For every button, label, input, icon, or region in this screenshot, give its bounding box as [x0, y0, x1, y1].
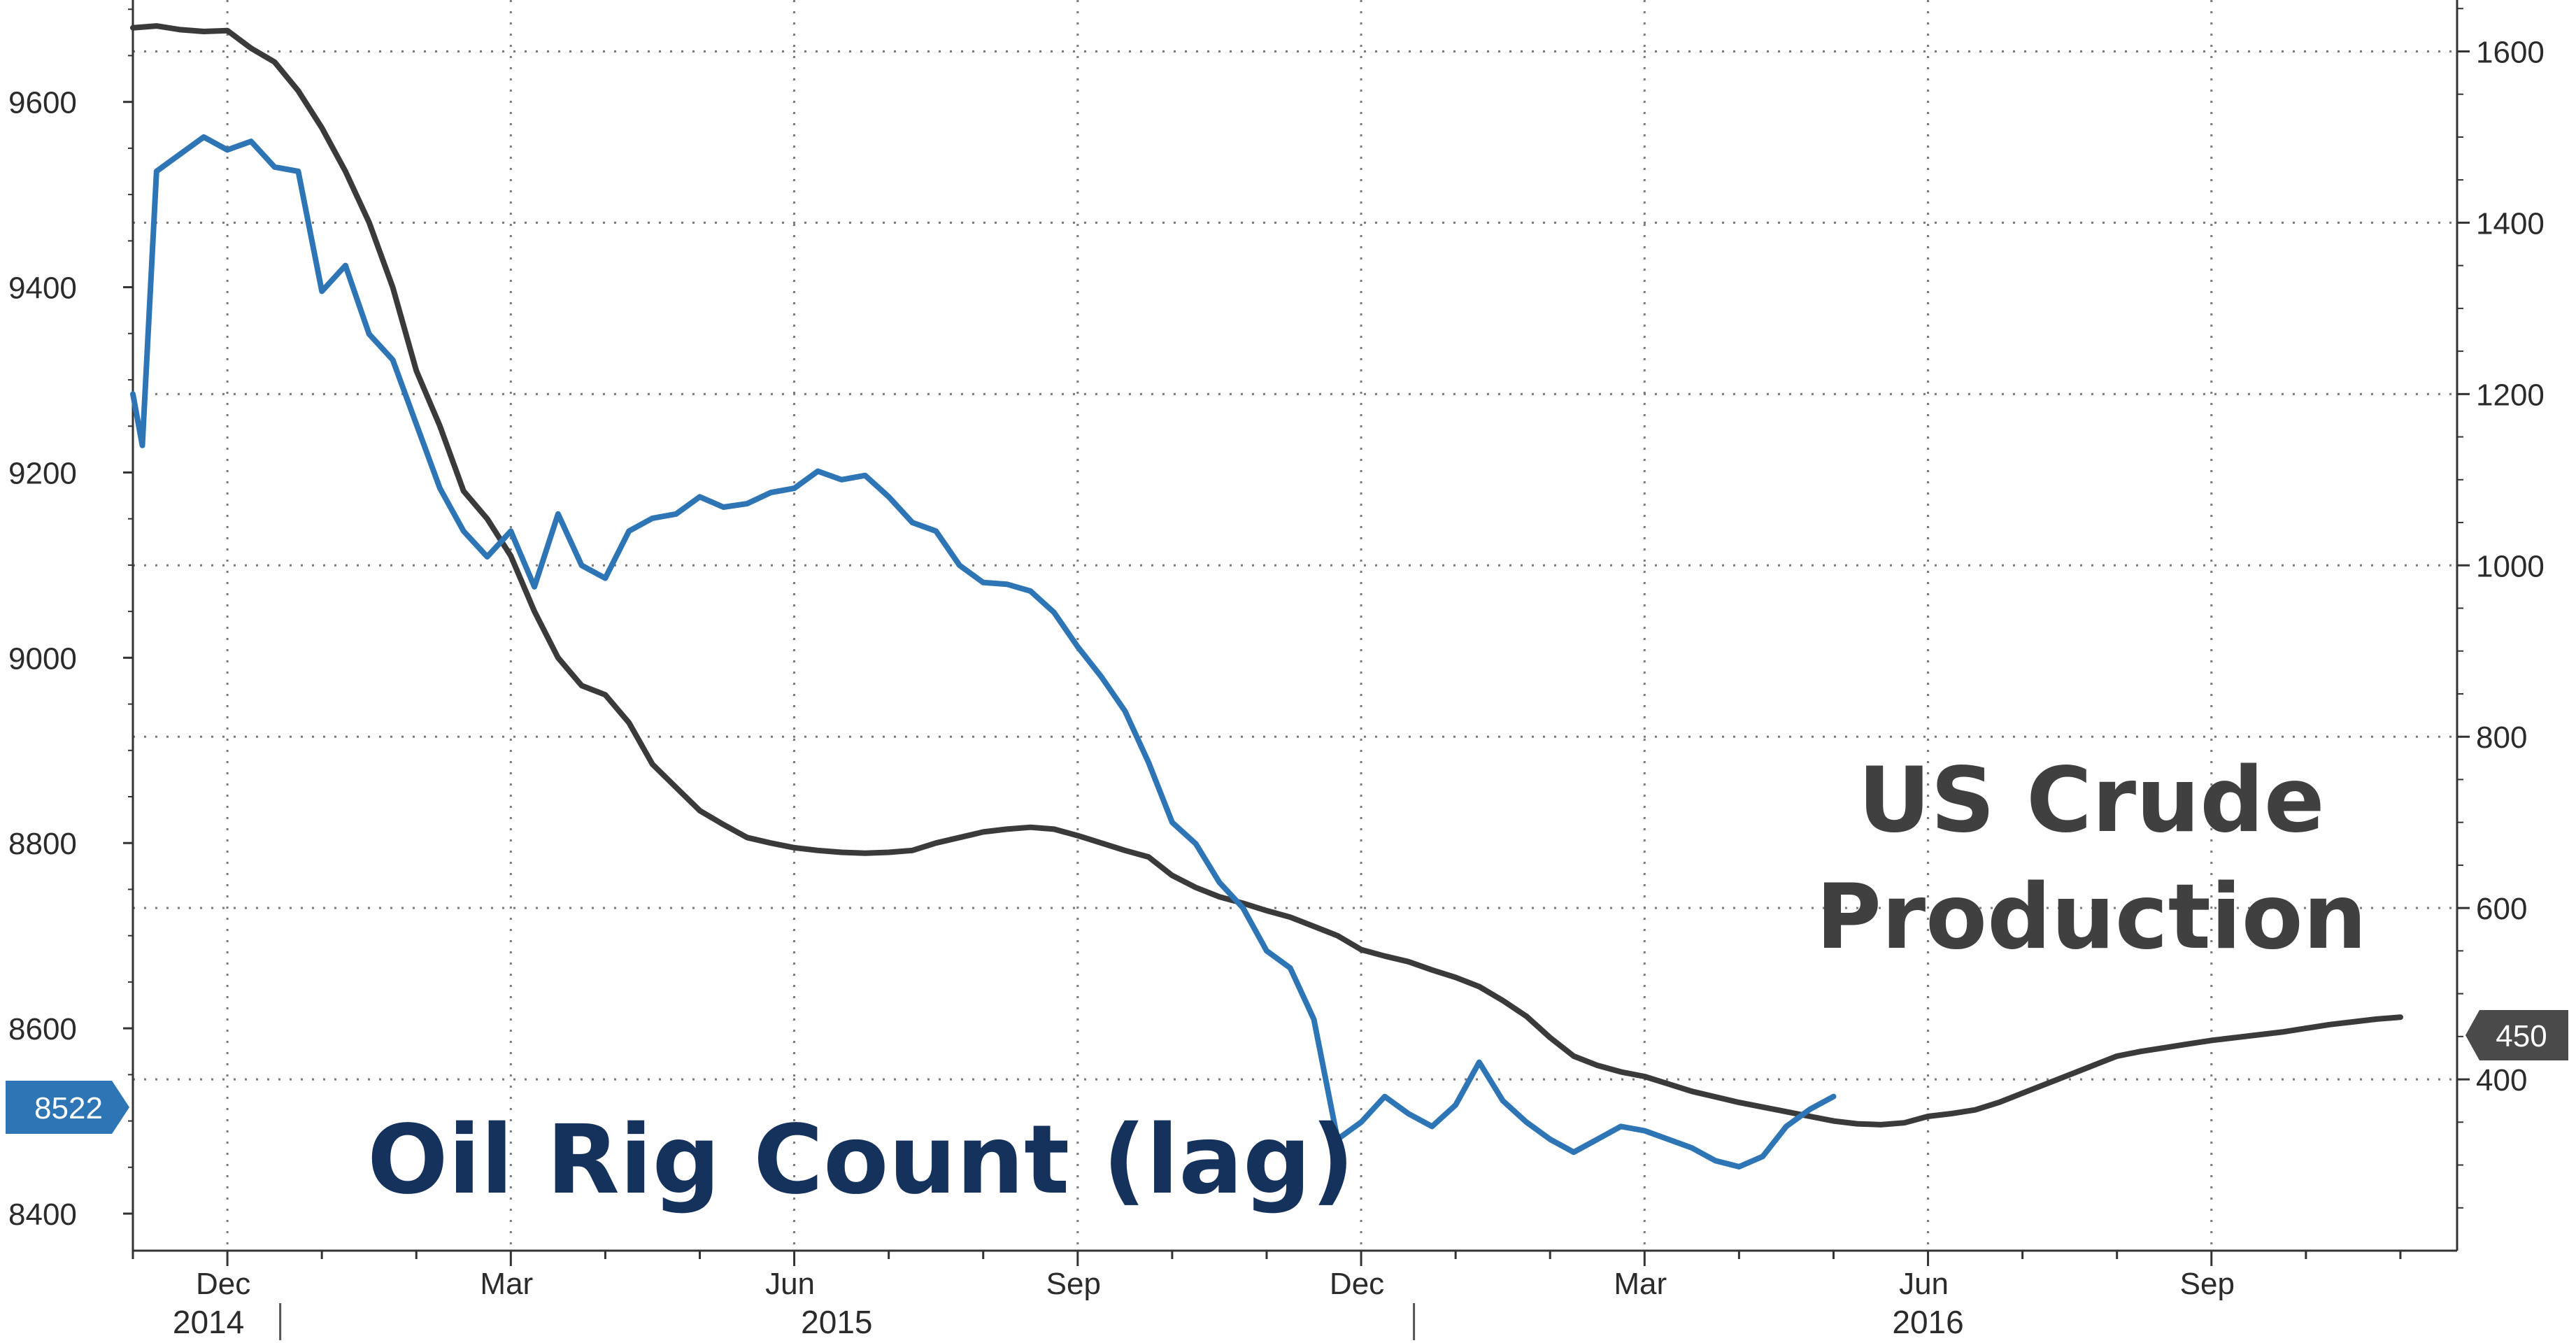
rig-badge-label: 8522 — [34, 1091, 103, 1125]
crude-last-value-badge: 450 — [2465, 1010, 2568, 1060]
left-tick-label: 8400 — [8, 1198, 77, 1232]
x-tick-label: Dec — [1330, 1267, 1384, 1301]
right-tick-label: 1000 — [2476, 549, 2545, 583]
annotation-oil-rig-count: Oil Rig Count (lag) — [367, 1105, 1355, 1216]
x-tick-label: Mar — [1614, 1267, 1667, 1301]
axes — [131, 0, 2458, 1252]
x-year-label: 2016 — [1892, 1304, 1963, 1340]
x-tick-label: Sep — [1046, 1267, 1101, 1301]
oil-rig-count-series — [130, 134, 1837, 1170]
left-tick-label: 8600 — [8, 1012, 77, 1046]
annotation-production: Production — [1816, 865, 2367, 969]
right-tick-label: 1600 — [2476, 35, 2545, 69]
us-crude-production-series — [130, 23, 2403, 1128]
right-tick-label: 600 — [2476, 892, 2527, 926]
right-tick-label: 800 — [2476, 720, 2527, 755]
x-tick-label: Sep — [2180, 1267, 2235, 1301]
right-axis-ticks: 400 600 800 1000 1200 1400 1600 — [2457, 8, 2545, 1209]
rig-count-last-value-badge: 8522 — [6, 1081, 129, 1134]
right-tick-label: 1200 — [2476, 378, 2545, 412]
x-axis-ticks: Dec Mar Jun Sep Dec Mar Jun Sep 2014 2015 2016 — [131, 1251, 2402, 1340]
x-tick-label: Jun — [1899, 1267, 1949, 1301]
left-tick-label: 9600 — [8, 86, 77, 120]
left-axis-ticks: 8400 8600 8800 9000 9200 9400 9600 — [8, 8, 133, 1232]
left-tick-label: 9000 — [8, 641, 77, 676]
crude-badge-label: 450 — [2496, 1019, 2547, 1053]
x-tick-label: Jun — [765, 1267, 815, 1301]
right-tick-label: 1400 — [2476, 206, 2545, 241]
left-tick-label: 9200 — [8, 456, 77, 490]
left-tick-label: 9400 — [8, 271, 77, 306]
rig-badge-shape — [6, 1081, 129, 1134]
right-tick-label: 400 — [2476, 1063, 2527, 1097]
x-tick-label: Dec — [196, 1267, 250, 1301]
crude-badge-shape — [2465, 1010, 2568, 1060]
us-crude-production-series-line — [130, 23, 2403, 1128]
annotation-us-crude: US Crude — [1858, 748, 2324, 853]
x-year-label: 2015 — [801, 1304, 872, 1340]
x-tick-label: Mar — [480, 1267, 533, 1301]
oil-rig-count-series-line — [130, 134, 1837, 1170]
value-badges: 8522 450 — [6, 1010, 2568, 1134]
x-year-label: 2014 — [173, 1304, 244, 1340]
left-tick-label: 8800 — [8, 827, 77, 861]
gridlines — [133, 0, 2457, 1251]
series — [130, 23, 2403, 1170]
